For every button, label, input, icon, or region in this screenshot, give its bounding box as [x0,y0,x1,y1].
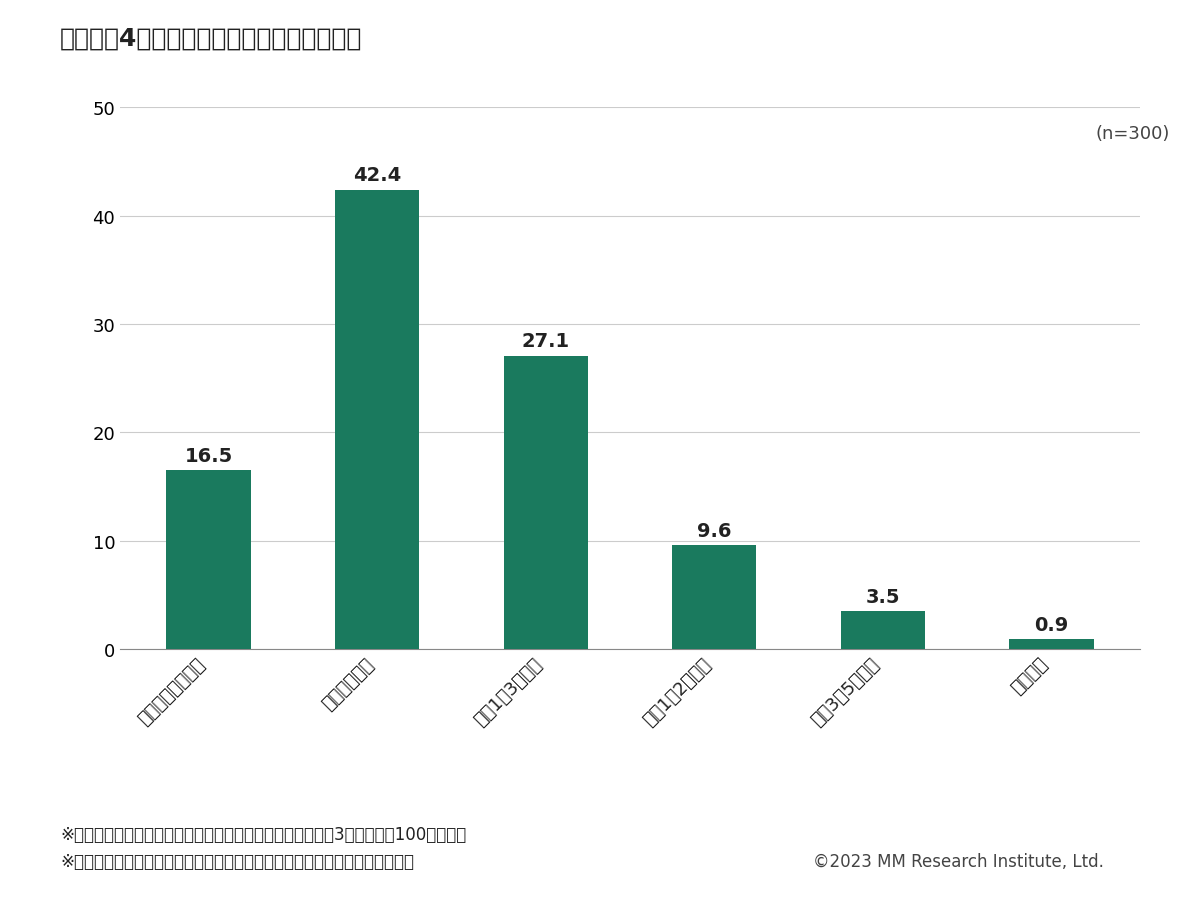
Text: 【データ4】タクシー配車アプリの利用頻度: 【データ4】タクシー配車アプリの利用頻度 [60,27,362,51]
Text: 16.5: 16.5 [185,446,233,465]
Text: ©2023 MM Research Institute, Ltd.: ©2023 MM Research Institute, Ltd. [814,852,1104,870]
Text: ※タクシー配車アプリを「利用したことがある」と回答した3都府県の各100人が対象: ※タクシー配車アプリを「利用したことがある」と回答した3都府県の各100人が対象 [60,825,467,843]
Bar [167,471,251,649]
Text: 3.5: 3.5 [865,587,900,606]
Text: ※算出に際し、サンプル数を人口比率に合わせるウェイトバックを行っている: ※算出に際し、サンプル数を人口比率に合わせるウェイトバックを行っている [60,852,414,870]
Bar [1009,640,1093,649]
Text: 0.9: 0.9 [1034,615,1069,634]
Bar [672,546,756,649]
Text: 42.4: 42.4 [353,166,401,185]
Text: 27.1: 27.1 [522,332,570,351]
Bar [504,356,588,649]
Bar [335,190,419,649]
Text: (n=300): (n=300) [1096,124,1170,143]
Text: 9.6: 9.6 [697,521,732,540]
Bar [841,612,925,649]
